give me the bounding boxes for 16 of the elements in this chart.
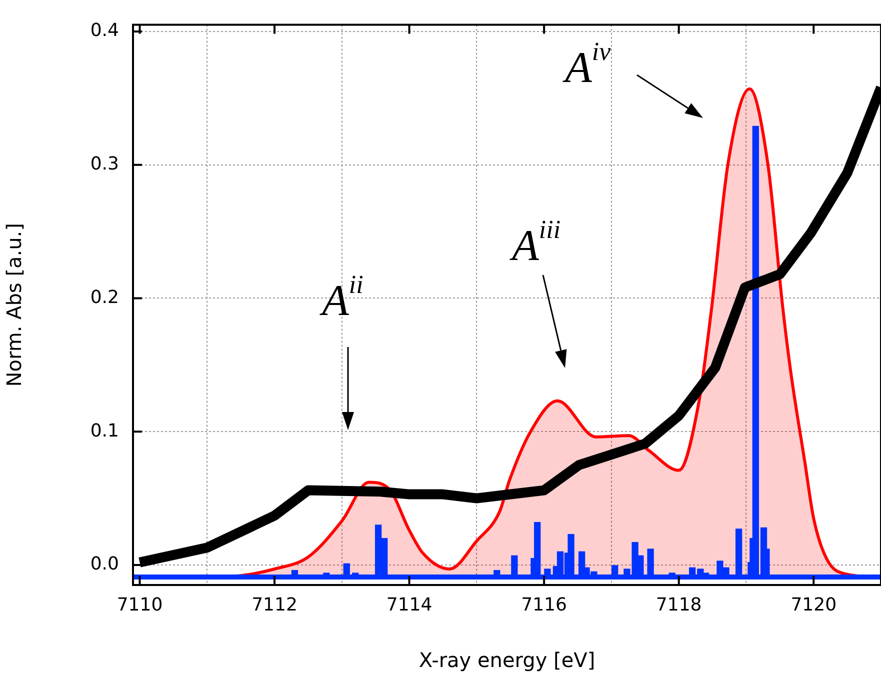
x-tick-label: 7110: [116, 594, 163, 616]
x-tick-label: 7114: [386, 594, 432, 616]
annotation: A$^{iii}$: [512, 215, 561, 270]
x-tick-label: 7120: [790, 594, 837, 616]
x-tick-label: 7118: [656, 594, 702, 616]
annotation: A$^{iv}$: [565, 37, 611, 92]
annotation: A$^{ii}$: [322, 270, 364, 325]
y-tick-label: 0.0: [90, 554, 119, 575]
y-tick-label: 0.1: [90, 420, 119, 442]
x-tick-label: 7112: [252, 594, 298, 616]
x-axis-title: X-ray energy [eV]: [418, 648, 596, 672]
y-tick-label: 0.2: [90, 286, 119, 308]
y-tick-label: 0.3: [90, 154, 119, 175]
x-tick-label: 7116: [521, 594, 567, 616]
y-axis-title: Norm. Abs [a.u.]: [2, 223, 26, 387]
y-tick-label: 0.4: [90, 20, 119, 42]
